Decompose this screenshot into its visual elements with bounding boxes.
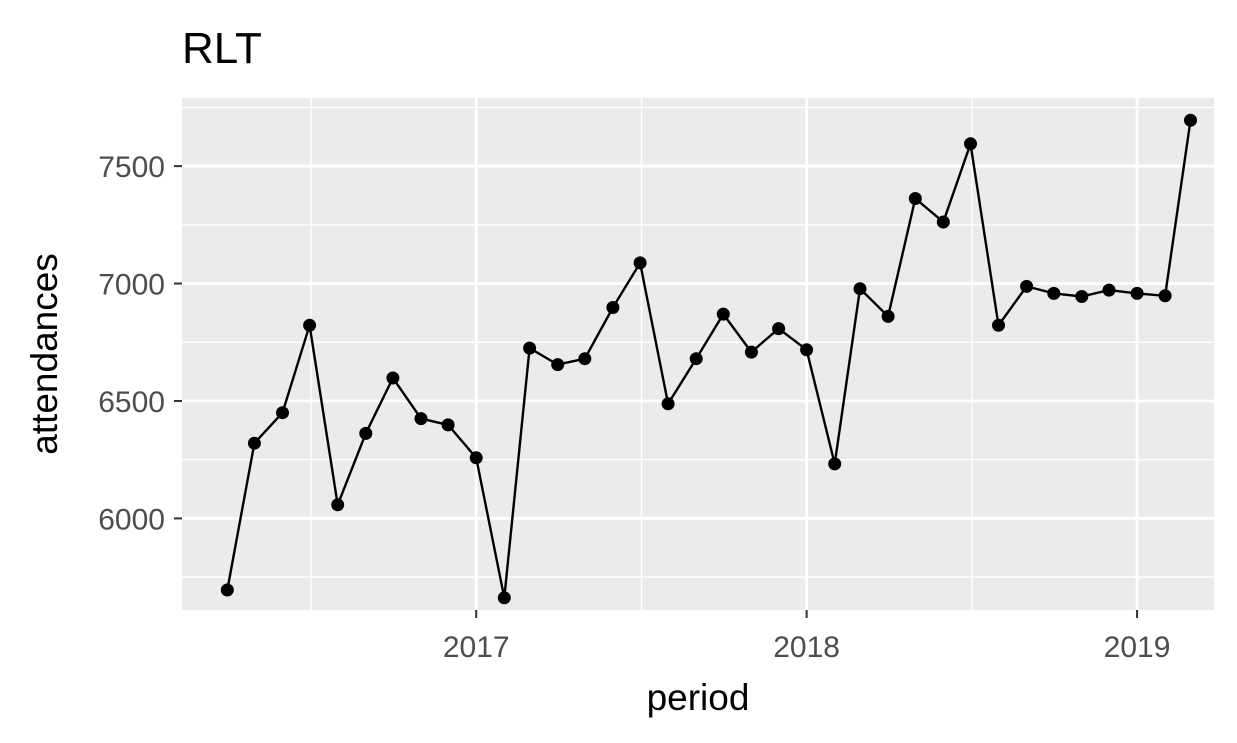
data-point <box>1102 283 1116 297</box>
grid-lines <box>182 98 1214 610</box>
data-point <box>992 318 1005 332</box>
data-point <box>1047 286 1061 300</box>
data-point <box>386 371 400 385</box>
x-tick-label: 2017 <box>443 631 510 664</box>
data-point <box>551 358 565 372</box>
data-point <box>606 301 620 314</box>
series-layer <box>220 113 1197 605</box>
data-point <box>800 343 814 357</box>
data-point <box>1158 289 1172 303</box>
data-point <box>689 352 703 366</box>
data-point <box>578 352 592 366</box>
data-point <box>936 215 950 229</box>
data-point <box>716 307 730 321</box>
y-axis-title: attendances <box>24 253 65 455</box>
data-point <box>247 436 261 450</box>
x-tick-label: 2018 <box>773 631 840 664</box>
data-point <box>303 318 317 332</box>
data-point <box>276 406 289 420</box>
y-tick-label: 7000 <box>98 269 165 302</box>
data-point <box>772 322 786 336</box>
data-point <box>1020 279 1034 293</box>
data-point <box>744 345 758 359</box>
data-point <box>469 451 483 465</box>
y-tick-label: 6500 <box>98 386 165 419</box>
data-point <box>828 457 842 471</box>
data-point <box>359 426 373 440</box>
data-point <box>220 583 234 597</box>
data-point <box>331 498 345 512</box>
data-point <box>881 309 895 323</box>
data-point <box>523 341 537 355</box>
data-point <box>1184 113 1197 127</box>
x-axis-title: period <box>647 677 750 718</box>
data-point <box>1075 290 1089 303</box>
data-point <box>853 282 867 296</box>
y-tick-label: 6000 <box>98 503 165 536</box>
data-point <box>964 137 977 151</box>
chart-title: RLT <box>182 24 262 73</box>
data-point <box>908 192 922 205</box>
data-point <box>661 397 675 411</box>
data-point <box>1130 286 1144 300</box>
data-point <box>414 412 428 426</box>
x-tick-label: 2019 <box>1104 631 1171 664</box>
axes: 2017 2018 2019 6000 6500 7000 7500 <box>98 151 1170 664</box>
data-point <box>633 256 647 270</box>
data-point <box>497 591 511 605</box>
data-point <box>441 418 455 432</box>
y-tick-label: 7500 <box>98 151 165 184</box>
